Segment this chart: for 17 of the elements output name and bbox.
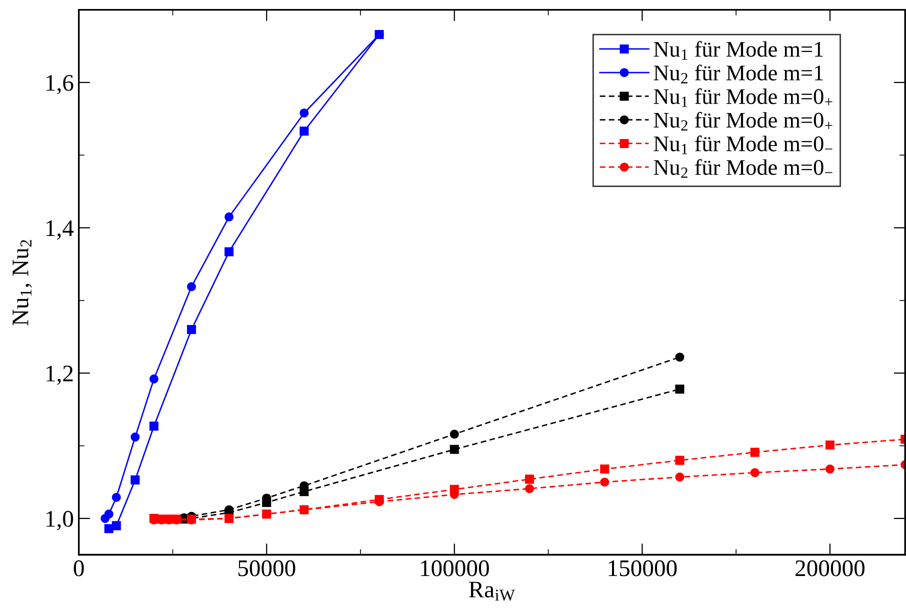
legend-label: Nu$_{1}$ für Mode m=0$_{−}$ bbox=[654, 135, 832, 154]
y-tick-label: 1,2 bbox=[46, 366, 73, 385]
y-tick-label: 1,6 bbox=[46, 75, 74, 94]
legend-label: Nu$_{2}$ für Mode m=0$_{+}$ bbox=[654, 112, 832, 131]
x-tick-label: 150000 bbox=[608, 560, 677, 576]
x-tick-label: 50000 bbox=[238, 560, 296, 576]
legend-label: Nu$_{2}$ für Mode m=1 bbox=[654, 64, 823, 84]
y-tick-label: 1,4 bbox=[46, 220, 74, 240]
y-axis-title: Nu$_{1}$, Nu$_{2}$ bbox=[12, 240, 32, 326]
x-tick-label: 200000 bbox=[796, 560, 864, 576]
x-tick-label: 100000 bbox=[421, 560, 489, 576]
y-tick-label: 1,0 bbox=[46, 510, 74, 530]
x-axis-title: Ra$_{iW}$ bbox=[469, 582, 515, 601]
legend-label: Nu$_{1}$ für Mode m=0$_{+}$ bbox=[654, 88, 832, 107]
legend-label: Nu$_{1}$ für Mode m=1 bbox=[654, 40, 823, 60]
legend-label: Nu$_{2}$ für Mode m=0$_{−}$ bbox=[654, 159, 832, 178]
x-tick-label: 0 bbox=[74, 560, 84, 576]
